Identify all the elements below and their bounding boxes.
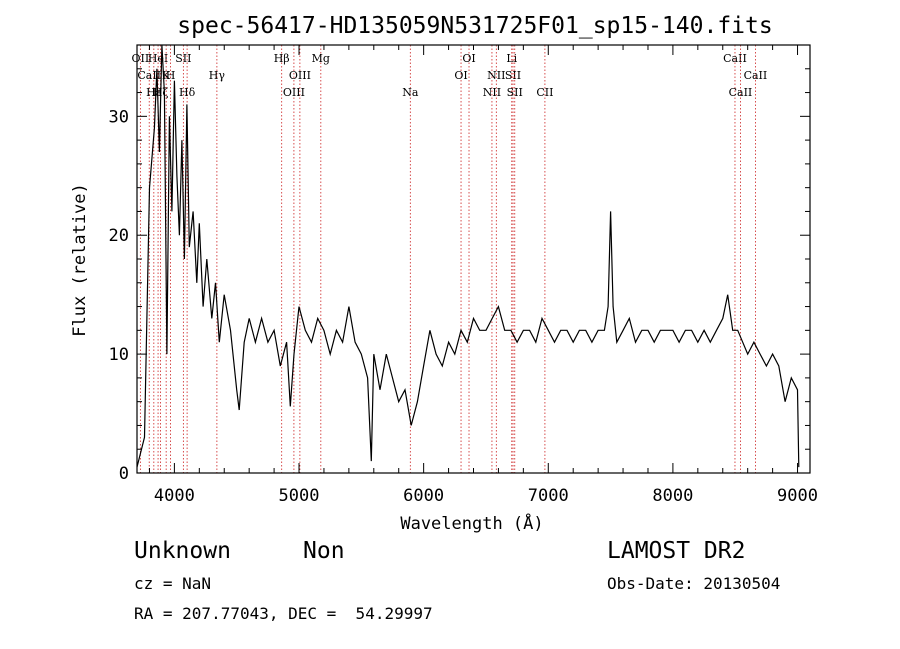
class-label: Unknown [134,538,231,564]
spectral-line-label: Hδ [179,86,196,99]
spectral-line-label: OII [132,52,150,65]
y-tick-label: 10 [109,345,129,365]
spectral-line-label: K [162,69,171,82]
spectral-line-label: SII [505,69,521,82]
spectral-line-label: SII [175,52,191,65]
redshift-text: cz = NaN [134,574,212,593]
spectral-line-label: SII [507,86,523,99]
spectral-line-label: OI [462,52,475,65]
y-tick-label: 30 [109,107,129,127]
spectral-line-label: OI [454,69,467,82]
x-tick-label: 8000 [652,486,693,506]
subclass-label: Non [303,538,345,564]
x-tick-label: 5000 [279,486,320,506]
y-tick-label: 20 [109,226,129,246]
chart-title: spec-56417-HD135059N531725F01_sp15-140.f… [177,13,772,39]
x-tick-label: 6000 [403,486,444,506]
spectral-line-label: Hγ [209,69,226,82]
spectral-line-label: CII [536,86,553,99]
spectral-line-label: CaII [723,52,747,65]
obs-date-text: Obs-Date: 20130504 [607,574,781,593]
spectrum-line [136,44,800,468]
y-axis-label: Flux (relative) [70,183,90,337]
spectral-line-label: NII [487,69,505,82]
spectral-line-label: Na [402,86,419,99]
x-tick-label: 4000 [154,486,195,506]
spectral-line-label: CaII [744,69,768,82]
x-axis-label: Wavelength (Å) [400,512,543,534]
spectral-line-label: Li [506,52,517,65]
spectral-line-label: H [166,69,176,82]
axis-ticks: 4000 5000 6000 7000 8000 9000 0 10 20 30 [109,45,818,506]
plot-frame [136,44,811,474]
spectral-line-label: NII [483,86,501,99]
spectral-line-label: CaII [729,86,753,99]
x-tick-label: 7000 [528,486,569,506]
spectral-line-label: Hβ [274,52,290,65]
coords-text: RA = 207.77043, DEC = 54.29997 [134,604,433,623]
x-tick-label: 9000 [777,486,818,506]
spectral-line-markers: OIICaIIHεHeIHζKHSIIHδHγHβOIIIOIIIMgNaOIO… [132,45,768,473]
spectral-line-label: Mg [312,52,330,65]
spectral-line-label: HeI [148,52,168,65]
spectral-line-label: OIII [289,69,311,82]
spectral-line-label: CaII [137,69,161,82]
survey-label: LAMOST DR2 [607,538,746,564]
y-tick-label: 0 [119,464,129,484]
spectral-line-label: OIII [283,86,305,99]
